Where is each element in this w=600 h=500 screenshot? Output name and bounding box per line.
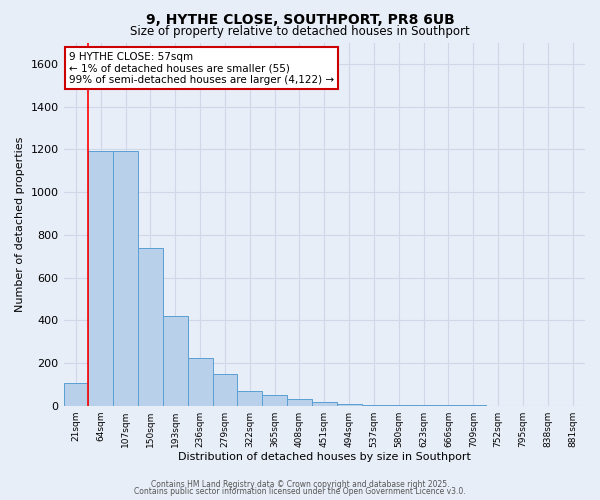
Bar	[287, 400, 312, 406]
Bar	[262, 394, 287, 406]
Bar	[337, 404, 362, 406]
Bar	[138, 248, 163, 406]
Y-axis label: Number of detached properties: Number of detached properties	[15, 136, 25, 312]
Bar	[163, 316, 188, 406]
X-axis label: Distribution of detached houses by size in Southport: Distribution of detached houses by size …	[178, 452, 471, 462]
Text: 9, HYTHE CLOSE, SOUTHPORT, PR8 6UB: 9, HYTHE CLOSE, SOUTHPORT, PR8 6UB	[146, 12, 454, 26]
Bar	[312, 402, 337, 406]
Bar	[238, 391, 262, 406]
Bar	[386, 405, 411, 406]
Text: 9 HYTHE CLOSE: 57sqm
← 1% of detached houses are smaller (55)
99% of semi-detach: 9 HYTHE CLOSE: 57sqm ← 1% of detached ho…	[69, 52, 334, 85]
Text: Contains public sector information licensed under the Open Government Licence v3: Contains public sector information licen…	[134, 488, 466, 496]
Bar	[212, 374, 238, 406]
Bar	[113, 152, 138, 406]
Bar	[64, 384, 88, 406]
Text: Contains HM Land Registry data © Crown copyright and database right 2025.: Contains HM Land Registry data © Crown c…	[151, 480, 449, 489]
Bar	[188, 358, 212, 406]
Bar	[88, 152, 113, 406]
Text: Size of property relative to detached houses in Southport: Size of property relative to detached ho…	[130, 25, 470, 38]
Bar	[362, 404, 386, 406]
